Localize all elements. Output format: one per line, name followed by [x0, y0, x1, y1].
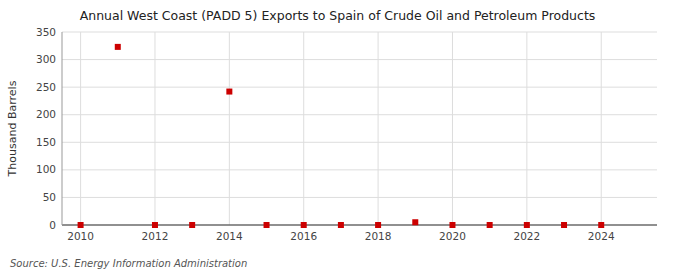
point [561, 222, 567, 228]
x-tick-label: 2012 [142, 230, 169, 242]
y-axis-label: Thousand Barrels [6, 80, 19, 177]
x-tick-label: 2018 [365, 230, 392, 242]
x-axis-line [62, 225, 657, 226]
grid [62, 32, 657, 225]
y-tick-label: 150 [36, 136, 56, 148]
y-tick-label: 50 [43, 191, 56, 203]
point [226, 89, 232, 95]
title: Annual West Coast (PADD 5) Exports to Sp… [80, 8, 596, 23]
grid-line-y [62, 59, 657, 60]
point [338, 222, 344, 228]
axes: 0 50 100 150 200 250 300 350 2010 2012 2014 2016 201… [36, 26, 657, 243]
grid-line-x [601, 32, 602, 225]
background [0, 0, 675, 275]
grid-line-x [80, 32, 81, 225]
grid-line-y [62, 142, 657, 143]
point [301, 222, 307, 228]
grid-line-x [154, 32, 155, 225]
point [152, 222, 158, 228]
y-tick-label: 100 [36, 163, 56, 175]
grid-line-y [62, 32, 657, 33]
source: Source: U.S. Energy Information Administ… [10, 258, 247, 269]
point [524, 222, 530, 228]
grid-line-y [62, 114, 657, 115]
grid-line-y [62, 87, 657, 88]
grid-line-x [303, 32, 304, 225]
grid-line-y [62, 225, 657, 226]
grid-line-x [229, 32, 230, 225]
chart: Annual West Coast (PADD 5) Exports to Sp… [0, 0, 675, 275]
point [487, 222, 493, 228]
y-tick-label: 300 [36, 53, 56, 65]
x-tick-label: 2024 [588, 230, 615, 242]
points [78, 44, 605, 228]
y-axis-line [62, 32, 63, 225]
y-tick-label: 250 [36, 81, 56, 93]
y-tick-label: 200 [36, 108, 56, 120]
point [449, 222, 455, 228]
x-tick-label: 2022 [513, 230, 540, 242]
grid-line-x [452, 32, 453, 225]
x-tick-label: 2020 [439, 230, 466, 242]
grid-line-y [62, 169, 657, 170]
y-tick-label: 350 [36, 26, 56, 38]
point [375, 222, 381, 228]
chart-container: Annual West Coast (PADD 5) Exports to Sp… [0, 0, 675, 275]
grid-line-y [62, 197, 657, 198]
point [412, 219, 418, 225]
point [115, 44, 121, 50]
grid-line-x [378, 32, 379, 225]
x-tick-label: 2010 [67, 230, 94, 242]
point [78, 222, 84, 228]
point [598, 222, 604, 228]
x-tick-label: 2014 [216, 230, 243, 242]
point [264, 222, 270, 228]
x-tick-label: 2016 [290, 230, 317, 242]
point [189, 222, 195, 228]
grid-line-x [526, 32, 527, 225]
y-tick-label: 0 [49, 219, 56, 231]
